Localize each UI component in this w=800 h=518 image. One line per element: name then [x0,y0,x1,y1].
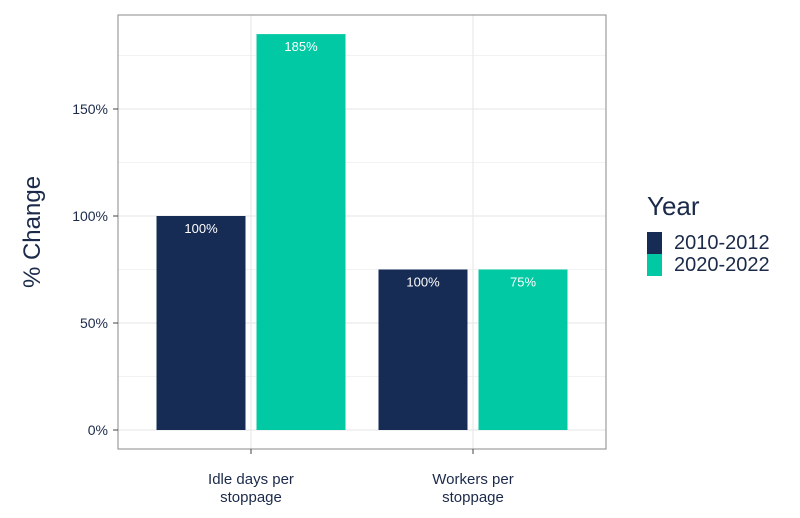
y-tick-label: 150% [72,101,108,117]
data-label: 185% [284,39,318,54]
data-label: 75% [510,275,536,290]
data-labels: 100% 100% 185% 75% [184,39,536,289]
data-label: 100% [406,275,440,290]
y-tick-label: 50% [80,315,108,331]
legend-title: Year [647,191,700,221]
y-axis-label: % Change [19,176,46,288]
legend-item: 2010-2012 [674,232,770,254]
bar [256,34,346,430]
legend-item: 2020-2022 [674,254,770,276]
legend-swatch [647,232,662,254]
x-tick-label: Idle days per stoppage [208,471,294,506]
bars [156,34,568,430]
bar [156,216,246,430]
bar [378,269,468,430]
x-tick-label: Workers per stoppage [432,471,513,506]
y-tick-label: 0% [88,422,108,438]
legend-swatch [647,254,662,276]
panel-border [117,14,607,450]
data-label: 100% [184,221,218,236]
bar [478,269,568,430]
y-axis: 0% 50% 100% 150% [72,101,118,438]
y-tick-label: 100% [72,208,108,224]
x-axis: Idle days per stoppage Workers per stoppage [208,449,514,506]
